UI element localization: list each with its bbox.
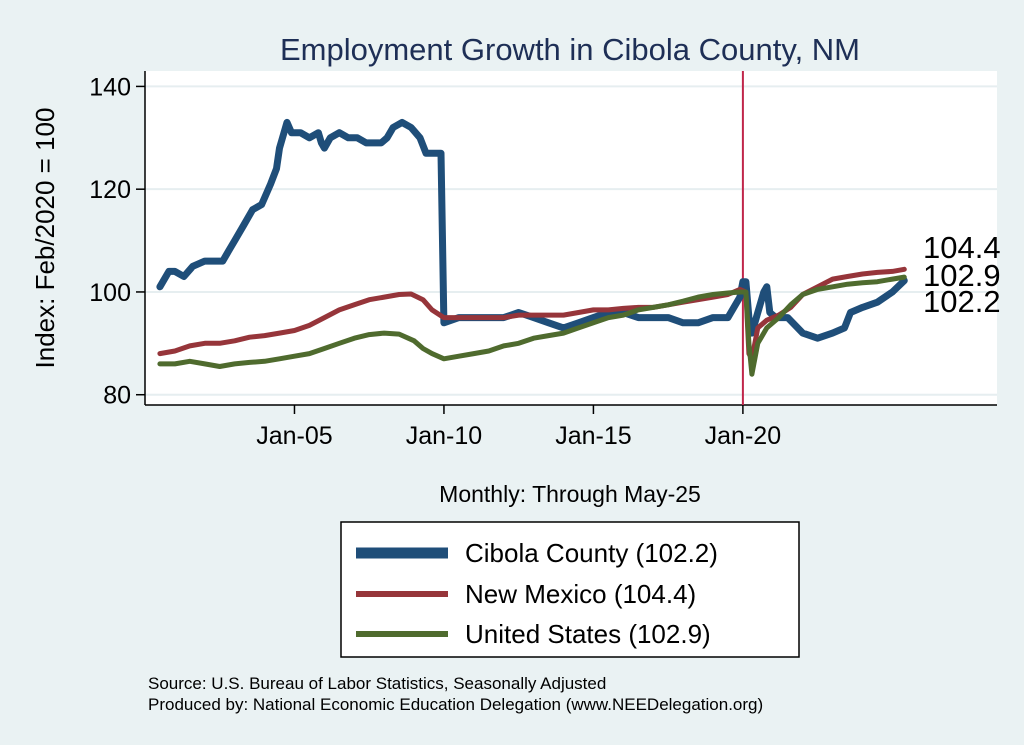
x-tick-label: Jan-15: [555, 422, 631, 450]
gridlines: [145, 85, 997, 396]
axes: [144, 71, 997, 406]
x-tick-label: Jan-10: [406, 422, 482, 450]
source-note: Source: U.S. Bureau of Labor Statistics,…: [148, 674, 606, 693]
plot-area: [145, 71, 997, 405]
legend-label: New Mexico (104.4): [465, 579, 696, 609]
y-axis-ticks: 80 100 120 140: [89, 73, 145, 410]
end-value-label: 104.4: [923, 230, 1001, 265]
y-tick-label: 80: [103, 382, 131, 410]
x-axis-ticks: Jan-05 Jan-10 Jan-15 Jan-20: [256, 405, 781, 450]
end-value-label: 102.9: [923, 258, 1001, 293]
y-tick-label: 100: [89, 279, 131, 307]
end-value-label: 102.2: [923, 284, 1001, 319]
series-line: [156, 118, 908, 342]
legend-items: Cibola County (102.2) New Mexico (104.4) U…: [356, 538, 718, 649]
legend-label: Cibola County (102.2): [465, 538, 718, 568]
y-axis-label: Index: Feb/2020 = 100: [30, 108, 60, 369]
y-tick-label: 140: [89, 73, 131, 101]
legend: Cibola County (102.2) New Mexico (104.4) U…: [340, 521, 800, 658]
x-tick-label: Jan-05: [256, 422, 332, 450]
x-axis-label: Monthly: Through May-25: [439, 481, 701, 507]
series-lines: [156, 118, 908, 377]
y-tick-label: 120: [89, 176, 131, 204]
legend-label: United States (102.9): [465, 619, 711, 649]
x-tick-label: Jan-20: [705, 422, 781, 450]
series-line: [157, 266, 907, 362]
producer-note: Produced by: National Economic Education…: [148, 695, 763, 714]
chart-title: Employment Growth in Cibola County, NM: [280, 32, 860, 67]
series-line: [157, 274, 907, 377]
